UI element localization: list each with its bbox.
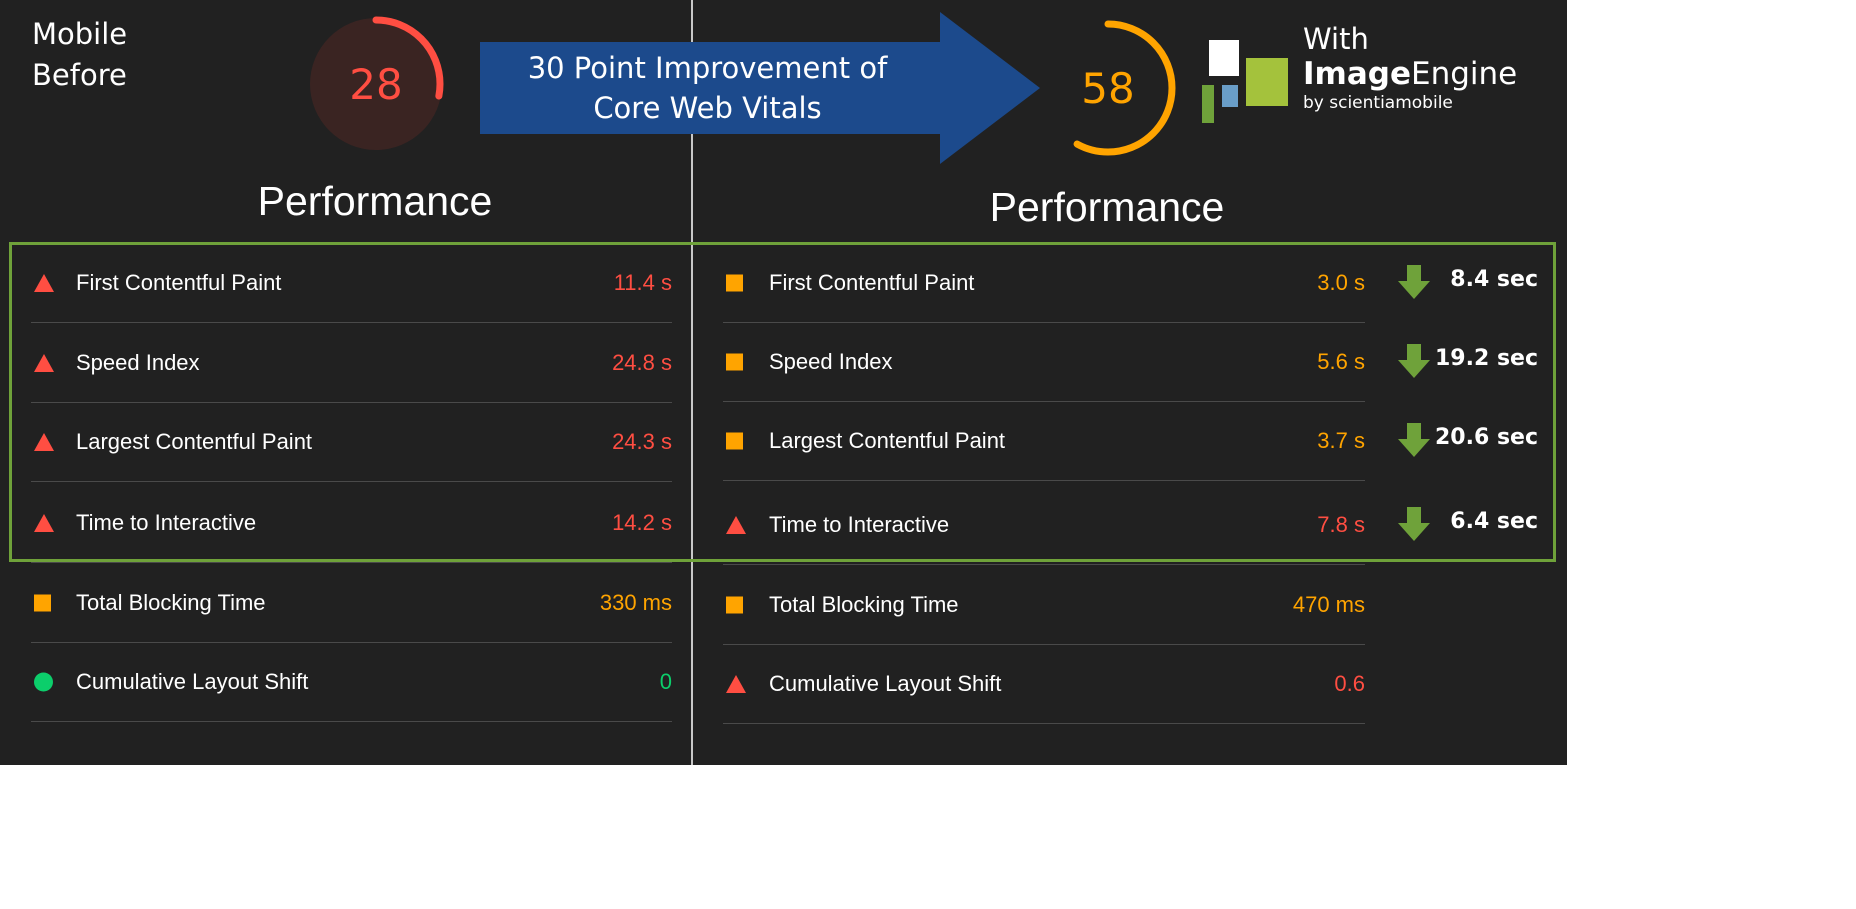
image-engine-logo: With ImageEngine by scientiamobile: [1200, 22, 1540, 130]
fail-triangle-icon: [34, 274, 54, 292]
metric-row-first-contentful-paint: First Contentful Paint 11.4 s: [31, 243, 672, 323]
row-separator: [723, 322, 1365, 323]
score-gauge-before: 28: [306, 14, 446, 154]
row-separator: [31, 481, 672, 482]
logo-square-blue: [1222, 85, 1238, 107]
metric-label: Total Blocking Time: [76, 590, 266, 615]
logo-square-green: [1246, 58, 1288, 106]
performance-title-before: Performance: [257, 178, 493, 224]
improvement-value-largest-contentful-paint: 20.6 sec: [1435, 425, 1538, 450]
metric-row-first-contentful-paint: First Contentful Paint 3.0 s: [723, 243, 1365, 323]
banner-text: 30 Point Improvement of Core Web Vitals: [480, 12, 935, 164]
row-separator: [31, 562, 672, 563]
improvement-value-time-to-interactive: 6.4 sec: [1450, 509, 1538, 534]
average-square-icon: [726, 432, 743, 450]
performance-title-after: Performance: [989, 184, 1225, 230]
logo-square-darkgreen: [1202, 85, 1214, 123]
gauge-background: [310, 18, 442, 150]
pass-circle-icon: [34, 672, 53, 692]
metric-value: 3.7 s: [1317, 428, 1365, 453]
metric-label: Largest Contentful Paint: [769, 428, 1006, 453]
score-gauge-after: 58: [1038, 18, 1178, 158]
banner-line-2: Core Web Vitals: [593, 91, 822, 125]
metric-label: Time to Interactive: [76, 510, 257, 535]
row-separator: [31, 322, 672, 323]
gauge-arc: [308, 16, 444, 152]
metric-value: 0.6: [1334, 671, 1365, 696]
score-value-after: 58: [1081, 63, 1135, 113]
metric-row-largest-contentful-paint: Largest Contentful Paint 3.7 s: [723, 401, 1365, 481]
fail-triangle-icon: [34, 354, 54, 372]
metric-row-total-blocking-time: Total Blocking Time 330 ms: [31, 563, 672, 643]
banner-arrow-shape: [480, 12, 1040, 164]
banner-line-1: 30 Point Improvement of: [527, 51, 888, 85]
metric-label: Speed Index: [76, 350, 200, 375]
metric-label: Speed Index: [769, 349, 893, 374]
metric-label: Cumulative Layout Shift: [76, 669, 309, 694]
metric-value: 470 ms: [1292, 592, 1365, 617]
row-separator: [723, 644, 1365, 645]
mobile-before-label: Mobile Before: [32, 14, 127, 96]
row-separator: [723, 723, 1365, 724]
row-separator: [723, 401, 1365, 402]
gauge-arc: [1040, 20, 1176, 156]
metric-row-total-blocking-time: Total Blocking Time 470 ms: [723, 565, 1365, 645]
improvement-banner: 30 Point Improvement of Core Web Vitals: [480, 12, 1040, 164]
metric-row-speed-index: Speed Index 24.8 s: [31, 323, 672, 403]
metric-value: 24.3 s: [612, 429, 672, 454]
comparison-panel: Mobile Before 28 Performance 30 Point Im…: [0, 0, 1567, 765]
metric-row-time-to-interactive: Time to Interactive 14.2 s: [31, 483, 672, 563]
average-square-icon: [34, 594, 51, 612]
metric-label: Total Blocking Time: [769, 592, 959, 617]
fail-triangle-icon: [726, 675, 746, 693]
logo-brand: ImageEngine: [1303, 56, 1517, 92]
fail-triangle-icon: [726, 516, 746, 534]
score-value-before: 28: [349, 59, 403, 109]
average-square-icon: [726, 353, 743, 371]
row-separator: [31, 721, 672, 722]
metric-label: First Contentful Paint: [76, 270, 282, 295]
row-separator: [723, 480, 1365, 481]
metric-value: 24.8 s: [612, 350, 672, 375]
metric-value: 0: [659, 669, 672, 694]
metric-label: First Contentful Paint: [769, 270, 975, 295]
fail-triangle-icon: [34, 514, 54, 532]
fail-triangle-icon: [34, 433, 54, 451]
metric-value: 7.8 s: [1317, 512, 1365, 537]
label-line-mobile: Mobile: [32, 17, 128, 51]
metric-row-time-to-interactive: Time to Interactive 7.8 s: [723, 485, 1365, 565]
metric-label: Cumulative Layout Shift: [769, 671, 1002, 696]
metric-row-cumulative-layout-shift: Cumulative Layout Shift 0: [31, 642, 672, 722]
metric-label: Time to Interactive: [769, 512, 950, 537]
improvement-value-speed-index: 19.2 sec: [1435, 346, 1538, 371]
metric-row-speed-index: Speed Index 5.6 s: [723, 322, 1365, 402]
logo-byline: by scientiamobile: [1303, 93, 1453, 113]
logo-brand-bold: Image: [1303, 56, 1411, 92]
core-web-vitals-highlight-box: [9, 242, 1556, 562]
down-arrow-icon: [1398, 265, 1430, 299]
metric-label: Largest Contentful Paint: [76, 429, 313, 454]
row-separator: [31, 402, 672, 403]
logo-square-white: [1209, 40, 1239, 76]
metric-value: 330 ms: [599, 590, 672, 615]
down-arrow-icon: [1398, 423, 1430, 457]
logo-brand-regular: Engine: [1410, 56, 1518, 92]
logo-with: With: [1303, 22, 1369, 56]
row-separator: [723, 564, 1365, 565]
down-arrow-icon: [1398, 507, 1430, 541]
metric-value: 3.0 s: [1317, 270, 1365, 295]
row-separator: [31, 642, 672, 643]
logo-wordmark: With ImageEngine by scientiamobile: [1303, 22, 1517, 114]
average-square-icon: [726, 274, 743, 292]
metric-value: 5.6 s: [1317, 349, 1365, 374]
metric-row-largest-contentful-paint: Largest Contentful Paint 24.3 s: [31, 402, 672, 482]
metric-value: 11.4 s: [613, 270, 672, 295]
down-arrow-icon: [1398, 344, 1430, 378]
average-square-icon: [726, 596, 743, 614]
label-line-before: Before: [32, 58, 127, 92]
center-divider: [691, 0, 693, 765]
metric-value: 14.2 s: [612, 510, 672, 535]
improvement-value-first-contentful-paint: 8.4 sec: [1450, 267, 1538, 292]
metric-row-cumulative-layout-shift: Cumulative Layout Shift 0.6: [723, 644, 1365, 724]
